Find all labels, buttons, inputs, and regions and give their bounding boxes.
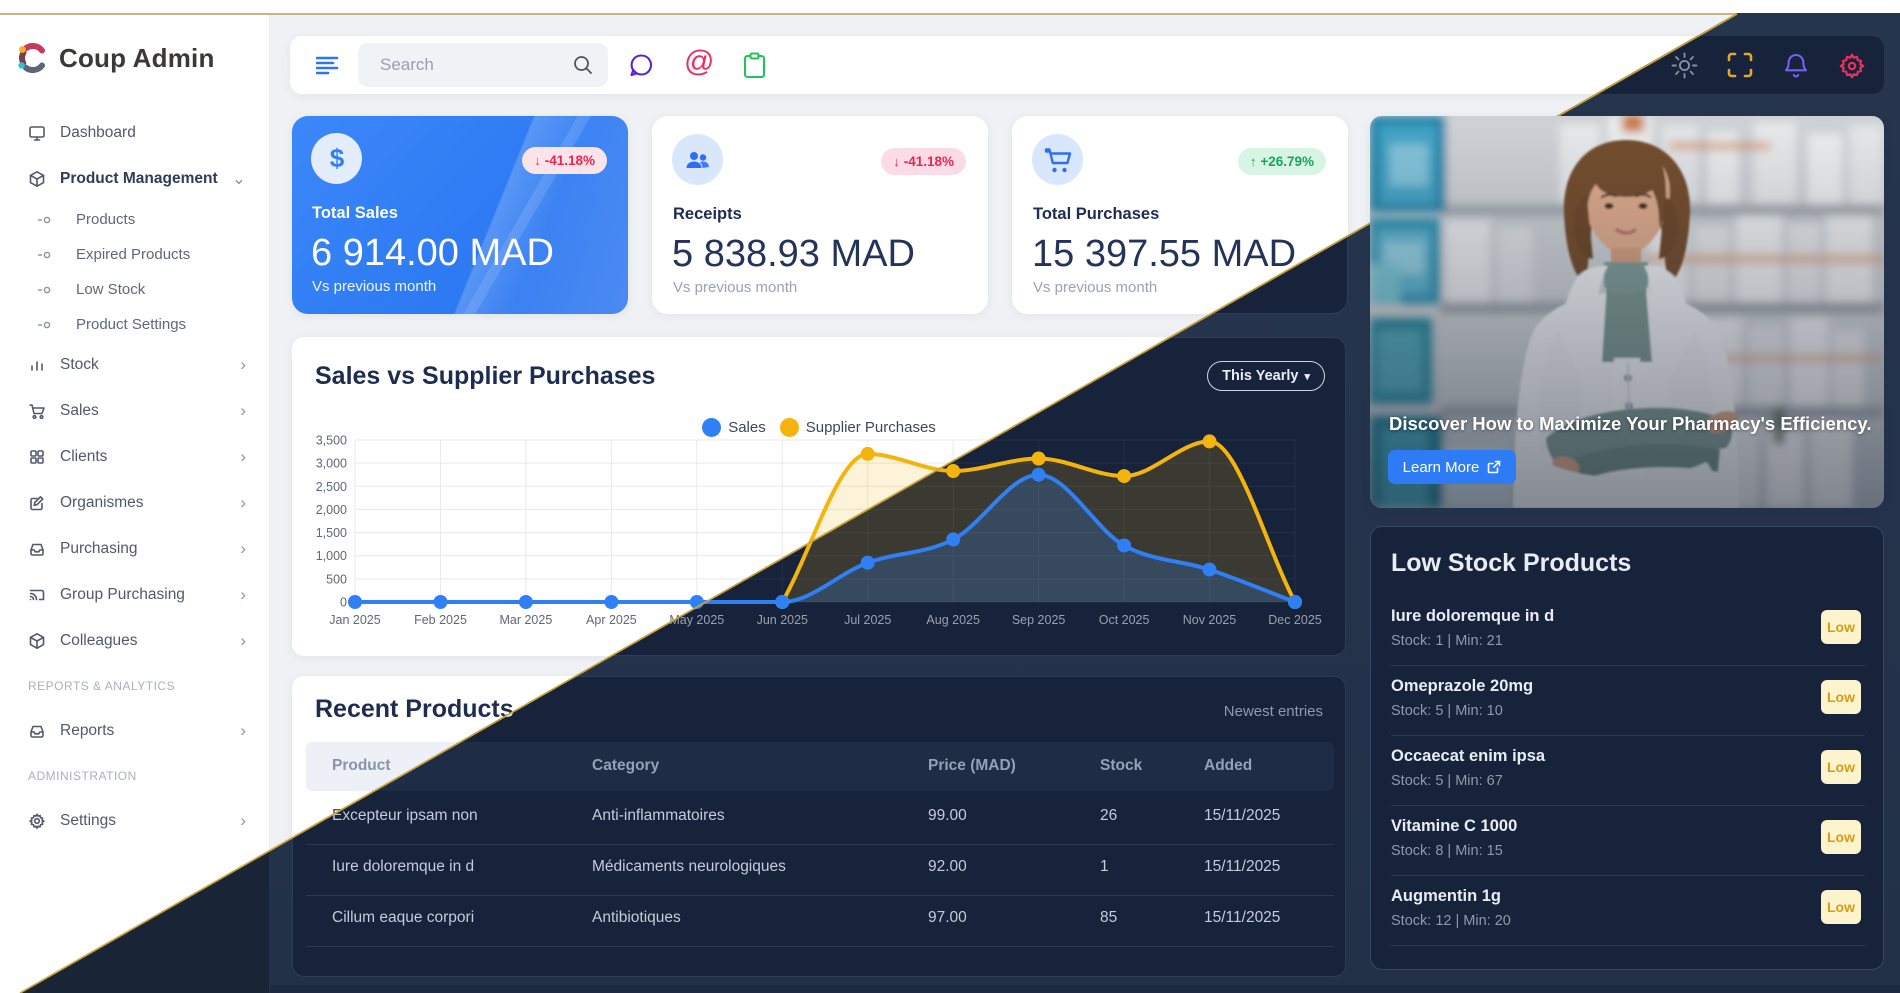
svg-text:$: $ [329,144,344,173]
